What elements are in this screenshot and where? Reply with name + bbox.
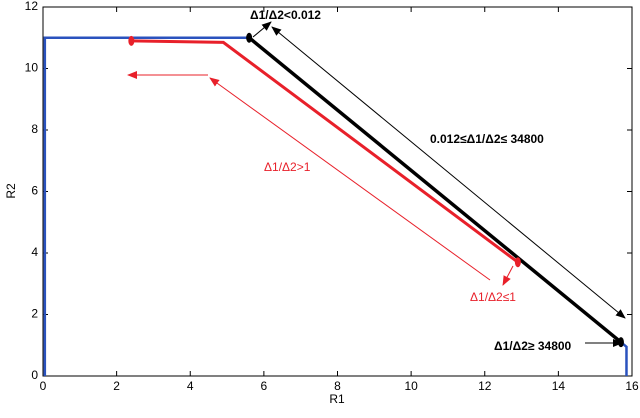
arrow: [502, 265, 514, 286]
y-tick-label: 0: [31, 368, 38, 382]
series-line: [248, 36, 623, 344]
point: [128, 35, 135, 46]
point: [617, 337, 624, 348]
y-tick-label: 6: [31, 184, 38, 198]
plot-frame: [42, 6, 633, 377]
annotation: Δ1/Δ2<0.012: [250, 8, 321, 22]
y-tick-label: 10: [25, 61, 39, 75]
x-tick-label: 0: [40, 379, 47, 393]
y-axis-label: R2: [4, 183, 18, 199]
annotation: Δ1/Δ2≥ 34800: [494, 339, 572, 353]
annotation: Δ1/Δ2≤1: [470, 290, 516, 304]
x-tick-label: 14: [552, 379, 566, 393]
arrow: [209, 77, 491, 281]
x-axis-label: R1: [329, 392, 345, 406]
x-tick-label: 6: [261, 379, 268, 393]
arrows: [127, 21, 626, 347]
x-tick-label: 10: [404, 379, 418, 393]
series-line: [620, 341, 628, 376]
arrow: [252, 21, 272, 38]
x-tick-label: 4: [187, 379, 194, 393]
annotation: 0.012≤Δ1/Δ2≤ 34800: [430, 132, 544, 146]
arrow: [271, 26, 626, 319]
x-tick-label: 12: [478, 379, 492, 393]
y-tick-label: 2: [31, 307, 38, 321]
x-tick-label: 8: [334, 379, 341, 393]
series-line: [131, 39, 519, 264]
x-tick-label: 2: [113, 379, 120, 393]
y-tick-label: 12: [25, 0, 39, 13]
series-line: [43, 36, 250, 376]
point: [246, 32, 253, 43]
y-tick-label: 4: [31, 245, 38, 259]
y-tick-label: 8: [31, 122, 38, 136]
annotation: Δ1/Δ2>1: [264, 160, 311, 174]
point: [514, 257, 521, 268]
x-tick-label: 16: [625, 379, 639, 393]
